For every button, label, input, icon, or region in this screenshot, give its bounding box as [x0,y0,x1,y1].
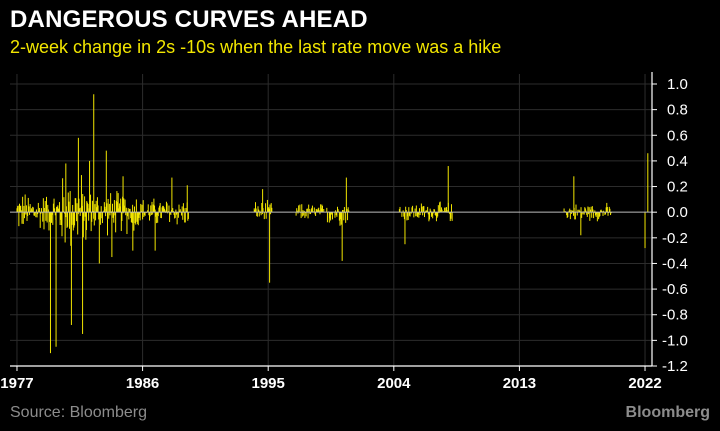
axes [10,72,653,367]
y-tick-label: -0.4 [662,255,688,272]
y-tick-label: -0.8 [662,307,688,324]
y-tick-label: 0.0 [667,204,688,221]
brand-logo: Bloomberg [625,404,710,421]
y-tick-label: 1.0 [667,76,688,93]
source-note: Source: Bloomberg [10,404,147,421]
y-tick-label: 0.6 [667,127,688,144]
y-tick-label: 0.4 [667,153,688,170]
x-tick-label: 2004 [377,375,411,392]
y-tick-label: -0.2 [662,230,688,247]
y-tick-label: -1.0 [662,332,688,349]
y-tick-label: -0.6 [662,281,688,298]
chart-subtitle: 2-week change in 2s -10s when the last r… [10,37,502,57]
x-axis-ticks: 1977 1986 1995 2004 2013 2022 [0,366,662,392]
grid-lines [10,74,652,367]
x-tick-label: 1977 [0,375,33,392]
x-tick-label: 2022 [628,375,661,392]
bar-series [16,94,649,354]
x-tick-label: 1995 [252,375,285,392]
y-axis-ticks: 1.0 0.8 0.6 0.4 0.2 0.0 -0.2 -0.4 -0.6 -0.8 -1.0 -1… [652,76,688,375]
y-tick-label: -1.2 [662,358,688,375]
x-tick-label: 2013 [503,375,536,392]
y-tick-label: 0.8 [667,102,688,119]
y-tick-label: 0.2 [667,179,688,196]
x-tick-label: 1986 [126,375,159,392]
chart-title: DANGEROUS CURVES AHEAD [10,6,368,33]
